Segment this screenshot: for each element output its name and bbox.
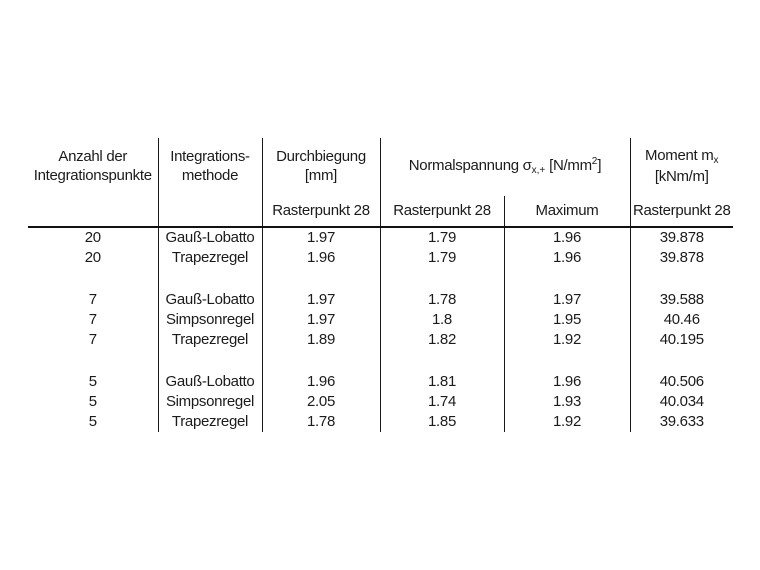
subheader-durchbiegung-rasterpunkt: Rasterpunkt 28 (262, 196, 381, 228)
cell-method: Trapezregel (158, 248, 263, 268)
cell-durchbiegung: 2.05 (262, 392, 381, 412)
cell-points: 7 (28, 310, 159, 330)
cell-points: 20 (28, 227, 159, 248)
cell-sigma-maximum: 1.95 (504, 310, 631, 330)
cell-durchbiegung: 1.97 (262, 290, 381, 310)
table-row: 7 Gauß-Lobatto 1.97 1.78 1.97 39.588 (28, 290, 733, 310)
table-row: 5 Simpsonregel 2.05 1.74 1.93 40.034 (28, 392, 733, 412)
cell-sigma-maximum: 1.92 (504, 330, 631, 350)
cell-sigma-maximum: 1.97 (504, 290, 631, 310)
cell-points: 7 (28, 330, 159, 350)
subheader-empty-anzahl (28, 196, 159, 228)
cell-moment: 40.506 (659, 372, 704, 390)
cell-moment: 40.034 (659, 392, 704, 410)
cell-sigma-maximum: 1.96 (504, 248, 631, 268)
cell-points: 20 (28, 248, 159, 268)
cell-durchbiegung: 1.96 (262, 372, 381, 392)
col-header-normalspannung: Normalspannung σx,+ [N/mm2] (380, 138, 631, 196)
cell-method: Gauß-Lobatto (158, 290, 263, 310)
subheader-empty-methode (158, 196, 263, 228)
cell-sigma-maximum: 1.93 (504, 392, 631, 412)
cell-sigma-rasterpunkt: 1.81 (380, 372, 505, 392)
results-table: Anzahl der Integrationspunkte Integratio… (28, 138, 733, 432)
cell-durchbiegung: 1.78 (262, 412, 381, 432)
cell-points: 7 (28, 290, 159, 310)
unit-superscript: 2 (591, 156, 598, 168)
col-header-moment: Moment mx [kNm/m] (630, 138, 733, 196)
col-header-durchbiegung-label: Durchbiegung [mm] (276, 148, 366, 184)
cell-sigma-maximum: 1.92 (504, 412, 631, 432)
cell-moment: 40.195 (659, 330, 704, 348)
cell-sigma-rasterpunkt: 1.74 (380, 392, 505, 412)
header-row-sub: Rasterpunkt 28 Rasterpunkt 28 Maximum Ra… (28, 196, 733, 228)
cell-moment: 40.46 (663, 310, 700, 328)
cell-moment: 39.588 (659, 290, 704, 308)
moment-unit: [kNm/m] (654, 167, 709, 185)
cell-points: 5 (28, 412, 159, 432)
table-row: 5 Gauß-Lobatto 1.96 1.81 1.96 40.506 (28, 372, 733, 392)
table-row: 5 Trapezregel 1.78 1.85 1.92 39.633 (28, 412, 733, 432)
cell-method: Trapezregel (158, 330, 263, 350)
cell-method: Gauß-Lobatto (158, 227, 263, 248)
cell-method: Simpsonregel (158, 310, 263, 330)
cell-points: 5 (28, 392, 159, 412)
sigma-subscript: x,+ (531, 165, 546, 177)
col-header-anzahl-label: Anzahl der Integrationspunkte (33, 148, 152, 184)
cell-sigma-rasterpunkt: 1.79 (380, 227, 505, 248)
normalspannung-label: Normalspannung σx,+ [N/mm2] (408, 156, 602, 177)
subheader-sigma-rasterpunkt: Rasterpunkt 28 (380, 196, 505, 228)
spacer-row (28, 350, 733, 372)
cell-method: Trapezregel (158, 412, 263, 432)
cell-method: Gauß-Lobatto (158, 372, 263, 392)
cell-durchbiegung: 1.96 (262, 248, 381, 268)
table-row: 7 Trapezregel 1.89 1.82 1.92 40.195 (28, 330, 733, 350)
cell-sigma-maximum: 1.96 (504, 227, 631, 248)
subheader-sigma-maximum: Maximum (504, 196, 631, 228)
cell-sigma-rasterpunkt: 1.79 (380, 248, 505, 268)
cell-sigma-rasterpunkt: 1.85 (380, 412, 505, 432)
cell-durchbiegung: 1.97 (262, 227, 381, 248)
cell-points: 5 (28, 372, 159, 392)
cell-sigma-rasterpunkt: 1.78 (380, 290, 505, 310)
table-row: 20 Trapezregel 1.96 1.79 1.96 39.878 (28, 248, 733, 268)
spacer-row (28, 268, 733, 290)
col-header-durchbiegung: Durchbiegung [mm] (262, 138, 381, 196)
cell-sigma-rasterpunkt: 1.82 (380, 330, 505, 350)
cell-method: Simpsonregel (158, 392, 263, 412)
cell-durchbiegung: 1.97 (262, 310, 381, 330)
col-header-methode-label: Integrations- methode (170, 148, 250, 184)
table-row: 7 Simpsonregel 1.97 1.8 1.95 40.46 (28, 310, 733, 330)
cell-durchbiegung: 1.89 (262, 330, 381, 350)
cell-sigma-maximum: 1.96 (504, 372, 631, 392)
cell-sigma-rasterpunkt: 1.8 (380, 310, 505, 330)
col-header-anzahl: Anzahl der Integrationspunkte (28, 138, 159, 196)
moment-label: Moment mx (645, 147, 719, 167)
header-row-groups: Anzahl der Integrationspunkte Integratio… (28, 138, 733, 196)
table-row: 20 Gauß-Lobatto 1.97 1.79 1.96 39.878 (28, 227, 733, 248)
cell-moment: 39.633 (659, 412, 704, 430)
cell-moment: 39.878 (659, 228, 704, 246)
subheader-moment-rasterpunkt: Rasterpunkt 28 (630, 196, 733, 228)
cell-moment: 39.878 (659, 248, 704, 266)
col-header-methode: Integrations- methode (158, 138, 263, 196)
moment-subscript: x (713, 155, 719, 167)
